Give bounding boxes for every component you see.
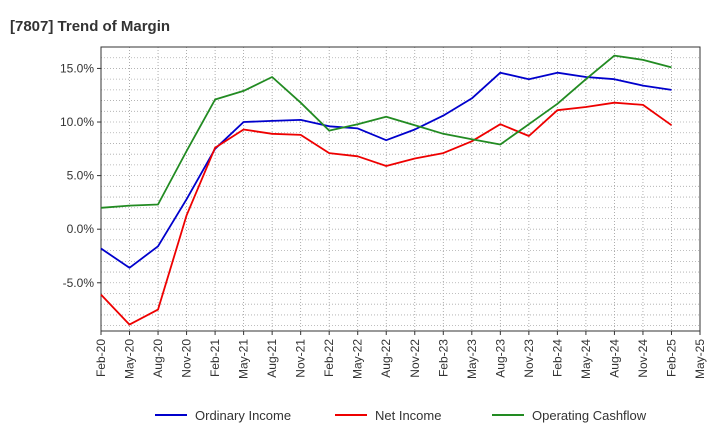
series-lines xyxy=(100,54,673,326)
x-tick-label: Feb-25 xyxy=(664,339,678,377)
x-tick-label: Nov-23 xyxy=(522,339,536,378)
x-tick-label: May-20 xyxy=(123,339,137,379)
x-tick-label: May-24 xyxy=(579,339,593,379)
y-tick-label: 5.0% xyxy=(67,169,95,183)
x-tick-label: Feb-21 xyxy=(208,339,222,377)
x-tick-label: Feb-24 xyxy=(550,339,564,377)
series-line-ordinary-income xyxy=(100,71,672,269)
series-line-operating-cashflow xyxy=(100,54,672,209)
y-axis: 15.0% 10.0% 5.0% 0.0% -5.0% xyxy=(60,61,101,290)
x-tick-label: Aug-24 xyxy=(607,339,621,378)
legend-label: Ordinary Income xyxy=(195,408,291,423)
x-tick-label: Nov-22 xyxy=(408,339,422,378)
x-tick-label: Aug-21 xyxy=(265,339,279,378)
plot-area xyxy=(100,46,701,332)
legend-label: Net Income xyxy=(375,408,441,423)
x-tick-label: Nov-20 xyxy=(180,339,194,378)
y-tick-label: 10.0% xyxy=(60,115,94,129)
x-tick-label: Aug-23 xyxy=(493,339,507,378)
y-tick-label: 0.0% xyxy=(67,222,95,236)
x-tick-label: May-21 xyxy=(237,339,251,379)
x-tick-label: Nov-24 xyxy=(636,339,650,378)
series-line-net-income xyxy=(100,101,673,326)
x-tick-label: Feb-23 xyxy=(436,339,450,377)
y-tick-label: -5.0% xyxy=(63,276,95,290)
chart-title: [7807] Trend of Margin xyxy=(10,18,170,35)
x-tick-label: Feb-22 xyxy=(322,339,336,377)
x-tick-label: May-23 xyxy=(465,339,479,379)
legend-label: Operating Cashflow xyxy=(532,408,647,423)
x-tick-label: Aug-22 xyxy=(379,339,393,378)
x-tick-label: May-22 xyxy=(351,339,365,379)
x-axis: Feb-20 May-20 Aug-20 Nov-20 Feb-21 May-21 Aug-… xyxy=(94,331,707,379)
x-tick-label: Nov-21 xyxy=(294,339,308,378)
grid-lines xyxy=(100,46,701,331)
x-tick-label: Aug-20 xyxy=(151,339,165,378)
x-tick-label: May-25 xyxy=(693,339,707,379)
y-tick-label: 15.0% xyxy=(60,61,94,75)
legend: Ordinary Income Net Income Operating Cashf… xyxy=(155,408,647,423)
x-tick-label: Feb-20 xyxy=(94,339,108,377)
